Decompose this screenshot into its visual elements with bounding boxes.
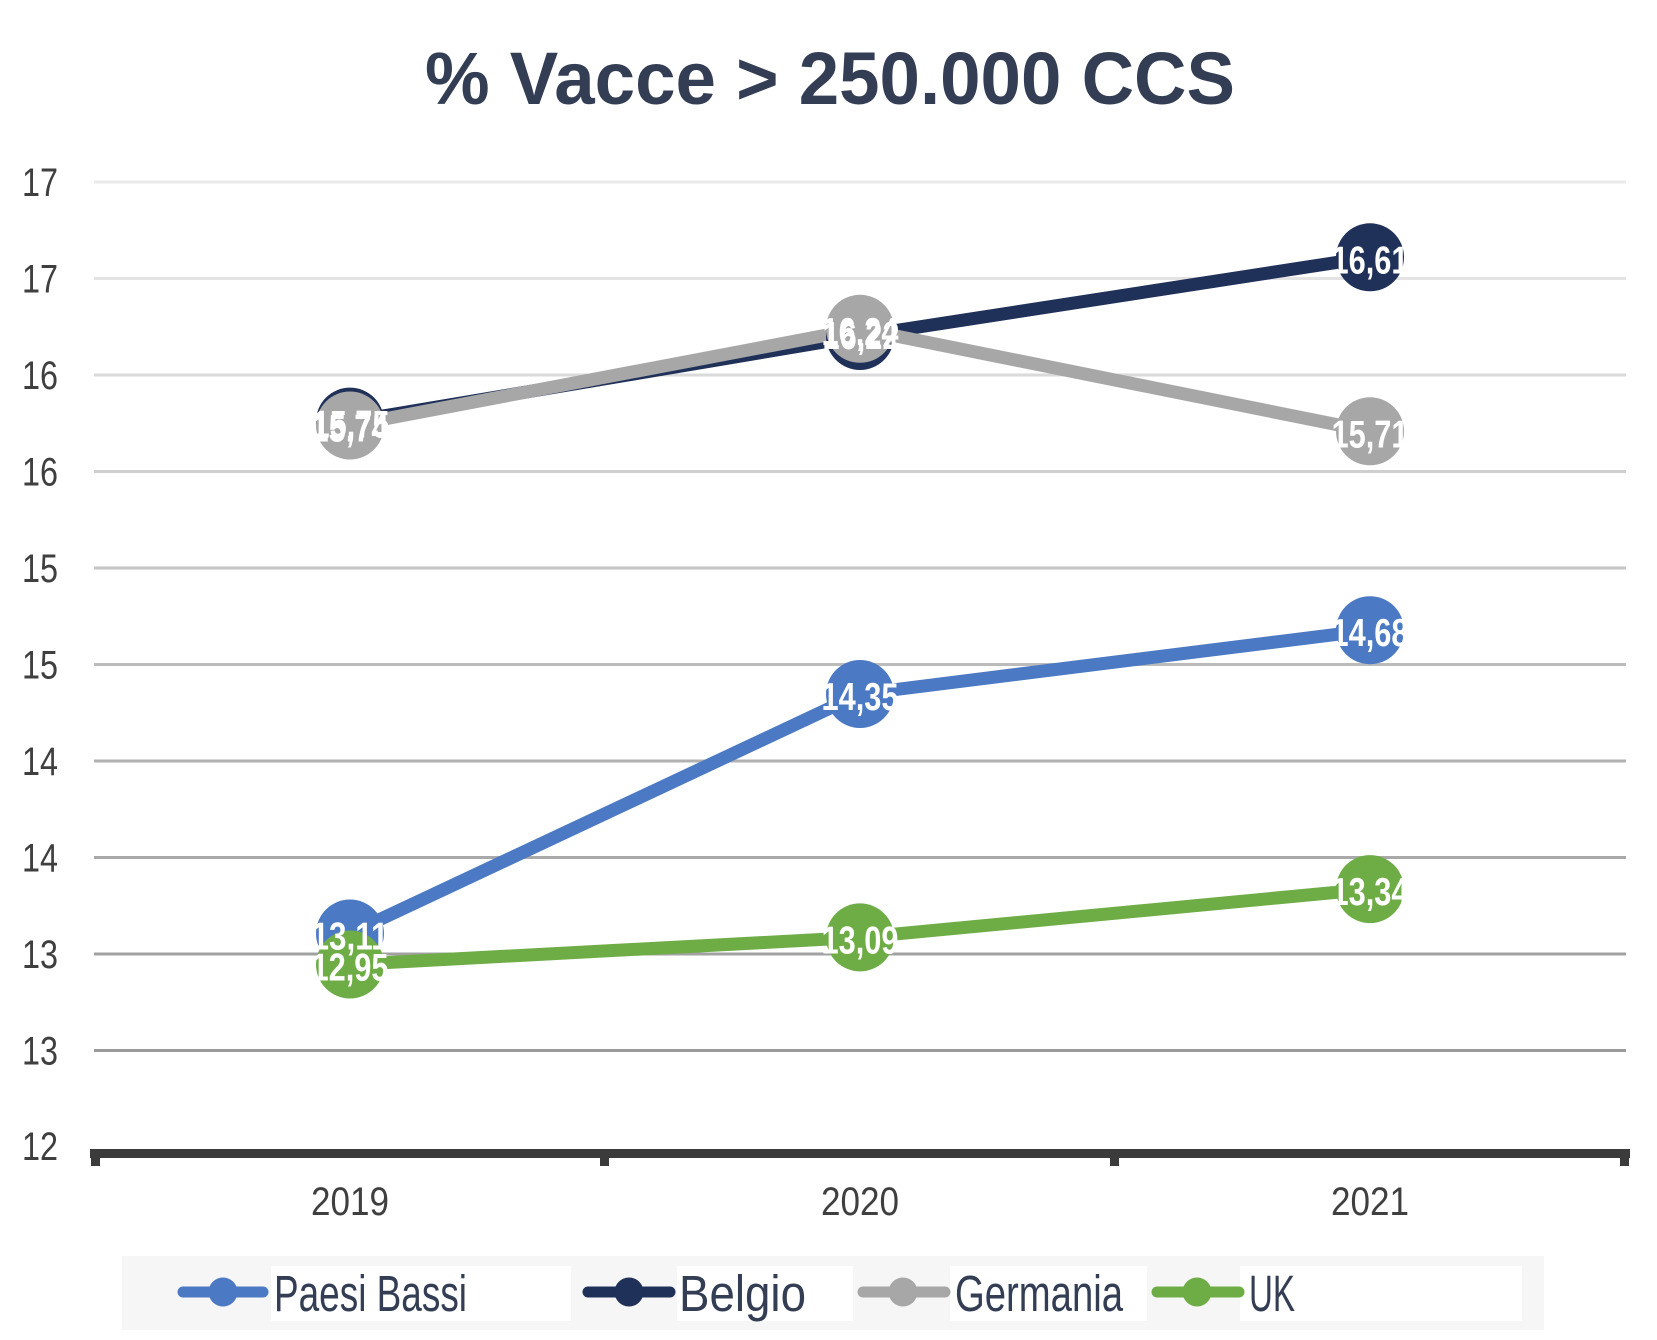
svg-text:2021: 2021 xyxy=(1331,1180,1409,1224)
svg-text:13,34: 13,34 xyxy=(1332,871,1409,914)
svg-text:13,09: 13,09 xyxy=(822,919,899,962)
svg-text:13: 13 xyxy=(22,1030,58,1074)
svg-text:12,95: 12,95 xyxy=(312,947,389,990)
svg-text:2019: 2019 xyxy=(311,1180,389,1224)
svg-text:Belgio: Belgio xyxy=(679,1265,806,1322)
svg-text:16,22: 16,22 xyxy=(823,315,900,358)
svg-text:Paesi Bassi: Paesi Bassi xyxy=(274,1265,467,1322)
svg-text:13,11: 13,11 xyxy=(312,916,389,959)
svg-text:15,75: 15,75 xyxy=(313,404,390,447)
svg-text:14,35: 14,35 xyxy=(822,676,899,719)
svg-text:14: 14 xyxy=(22,740,58,784)
svg-text:15: 15 xyxy=(22,644,58,688)
svg-text:17: 17 xyxy=(22,161,58,205)
svg-text:16: 16 xyxy=(22,451,58,495)
svg-text:Germania: Germania xyxy=(955,1265,1123,1322)
svg-text:17: 17 xyxy=(22,258,58,302)
svg-text:UK: UK xyxy=(1249,1265,1295,1322)
svg-text:16,24: 16,24 xyxy=(822,311,899,354)
svg-text:16,61: 16,61 xyxy=(1332,239,1409,282)
svg-text:% Vacce > 250.000 CCS: % Vacce > 250.000 CCS xyxy=(425,37,1235,120)
svg-text:2020: 2020 xyxy=(821,1180,899,1224)
svg-text:14,68: 14,68 xyxy=(1332,612,1409,655)
svg-text:15,71: 15,71 xyxy=(1332,413,1409,456)
svg-text:15,74: 15,74 xyxy=(312,408,389,451)
svg-text:12: 12 xyxy=(22,1125,58,1169)
svg-text:14: 14 xyxy=(22,837,58,881)
svg-text:15: 15 xyxy=(22,547,58,591)
svg-text:16: 16 xyxy=(22,354,58,398)
svg-text:13: 13 xyxy=(22,933,58,977)
